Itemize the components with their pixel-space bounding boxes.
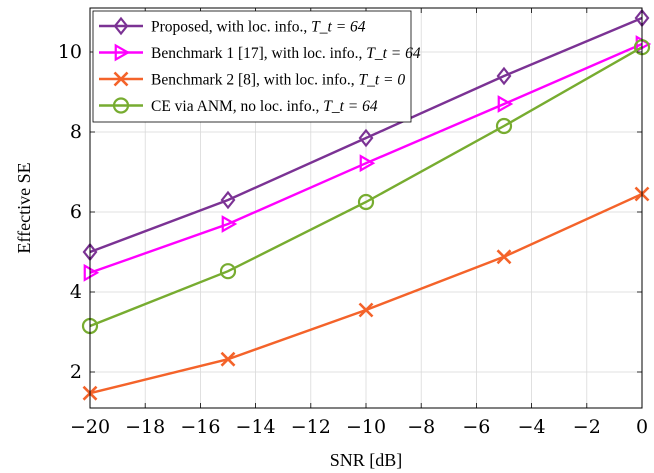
legend-label-math: T_t = 0 [358,72,405,89]
legend-box [92,10,412,123]
legend-label-text: Benchmark 2 [8], with loc. info., [151,72,358,89]
series-line [89,46,643,328]
data-point [496,66,512,86]
data-point [358,302,374,318]
x-tick-label: −14 [236,416,276,438]
legend-label-text: Benchmark 1 [17], with loc. info., [151,45,366,62]
legend-entry: CE via ANM, no loc. info., T_t = 64 [99,97,378,115]
x-tick-label: −8 [407,416,435,438]
data-point [220,351,236,367]
legend-label-math: T_t = 64 [323,98,378,115]
legend-marker [114,43,131,62]
x-tick-label: −2 [573,416,601,438]
series-line [89,16,643,254]
legend-label-math: T_t = 64 [311,19,366,36]
legend-entry: Benchmark 1 [17], with loc. info., T_t =… [99,43,421,62]
data-point [83,263,100,282]
data-point [359,154,376,173]
legend: Proposed, with loc. info., T_t = 64Bench… [92,10,421,123]
y-tick-label: 4 [70,281,82,303]
legend-marker [112,97,130,114]
x-tick-label: −6 [462,416,490,438]
legend-label: Proposed, with loc. info., T_t = 64 [151,19,366,36]
legend-label-math: T_t = 64 [366,45,421,62]
data-point [357,193,375,211]
y-axis-label: Effective SE [14,162,34,253]
y-tick-label: 8 [70,121,82,143]
legend-label: Benchmark 1 [17], with loc. info., T_t =… [151,45,421,62]
data-point [495,117,513,135]
legend-label: CE via ANM, no loc. info., T_t = 64 [151,98,378,115]
data-point [219,263,237,280]
legend-marker [113,16,129,36]
legend-label-text: CE via ANM, no loc. info., [151,98,323,115]
x-tick-label: −20 [70,416,110,438]
x-axis-label: SNR [dB] [330,450,403,470]
y-tick-label: 6 [70,201,82,223]
data-point [497,95,514,113]
x-tick-label: −10 [346,416,386,438]
legend-label-text: Proposed, with loc. info., [151,19,311,36]
legend-entry: Benchmark 2 [8], with loc. info., T_t = … [99,72,405,89]
y-tick-label: 2 [70,361,82,383]
legend-label: Benchmark 2 [8], with loc. info., T_t = … [151,72,405,89]
data-point [221,215,238,233]
series-line [89,42,643,274]
data-point [496,249,512,265]
y-tick-label: 10 [58,41,82,63]
legend-marker [113,71,129,87]
x-tick-label: −16 [180,416,220,438]
data-point [220,190,236,210]
data-point [358,128,374,148]
x-tick-label: −12 [291,416,331,438]
legend-entry: Proposed, with loc. info., T_t = 64 [99,16,366,36]
x-tick-label: −4 [518,416,546,438]
x-tick-label: −18 [125,416,165,438]
x-tick-label: 0 [636,416,648,438]
